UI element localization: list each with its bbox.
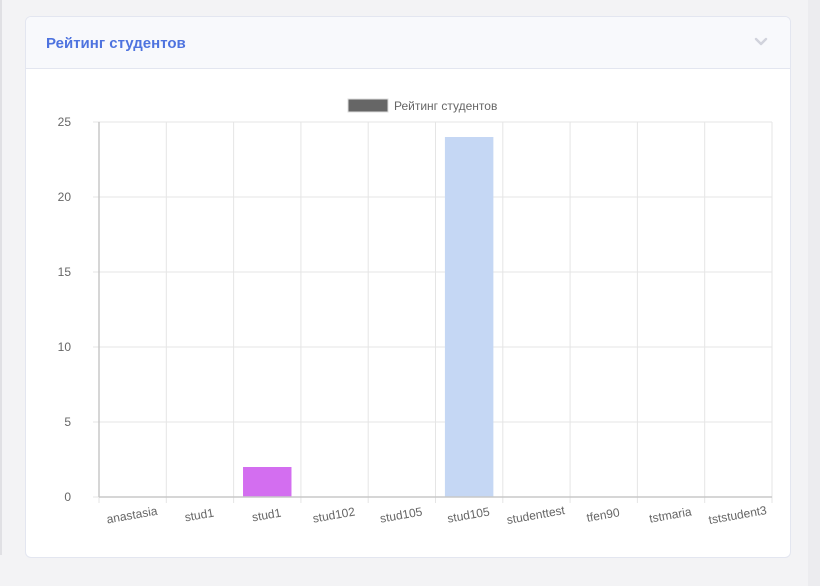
- sidebar-edge: [0, 0, 2, 555]
- chevron-down-icon: [754, 37, 768, 46]
- x-tick-label: stud1: [251, 506, 283, 525]
- x-tick-label: stud1: [184, 506, 216, 525]
- x-tick-label: stud105: [446, 504, 491, 525]
- x-tick-label: tststudent3: [708, 503, 769, 527]
- bar-chart: 0 5 10 15 20 25 anastasia stud1 stud1 stud102 stud…: [58, 98, 773, 527]
- scrollbar-track[interactable]: [808, 0, 820, 586]
- y-tick-label: 15: [58, 265, 72, 279]
- x-tick-label: stud105: [379, 504, 424, 525]
- bar[interactable]: [243, 467, 292, 497]
- card-title: Рейтинг студентов: [46, 35, 186, 52]
- legend-swatch[interactable]: [347, 98, 389, 113]
- x-tick-label: stud102: [312, 504, 357, 525]
- legend-label[interactable]: Рейтинг студентов: [394, 99, 497, 113]
- x-tick-label: tfen90: [585, 505, 621, 525]
- y-tick-label: 25: [58, 115, 72, 129]
- card-header: Рейтинг студентов: [26, 17, 790, 69]
- collapse-button[interactable]: [750, 31, 772, 53]
- y-tick-label: 0: [64, 490, 71, 504]
- chart-area: 0 5 10 15 20 25 anastasia stud1 stud1 stud102 stud…: [26, 69, 790, 557]
- x-tick-label: tstmaria: [648, 504, 693, 525]
- y-tick-label: 20: [58, 190, 72, 204]
- x-tick-label: studenttest: [506, 503, 567, 527]
- rating-card: Рейтинг студентов 0 5 10 15 20 25 anastasia stu…: [25, 16, 791, 558]
- x-tick-label: anastasia: [105, 504, 158, 527]
- bar[interactable]: [444, 137, 494, 497]
- y-tick-label: 5: [64, 415, 71, 429]
- y-tick-label: 10: [58, 340, 72, 354]
